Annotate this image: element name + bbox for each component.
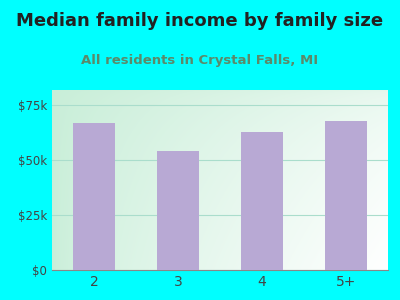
Bar [157,152,199,270]
Text: All residents in Crystal Falls, MI: All residents in Crystal Falls, MI [82,54,318,67]
Bar [241,132,283,270]
Bar [73,123,115,270]
Bar [325,121,367,270]
Text: Median family income by family size: Median family income by family size [16,12,384,30]
